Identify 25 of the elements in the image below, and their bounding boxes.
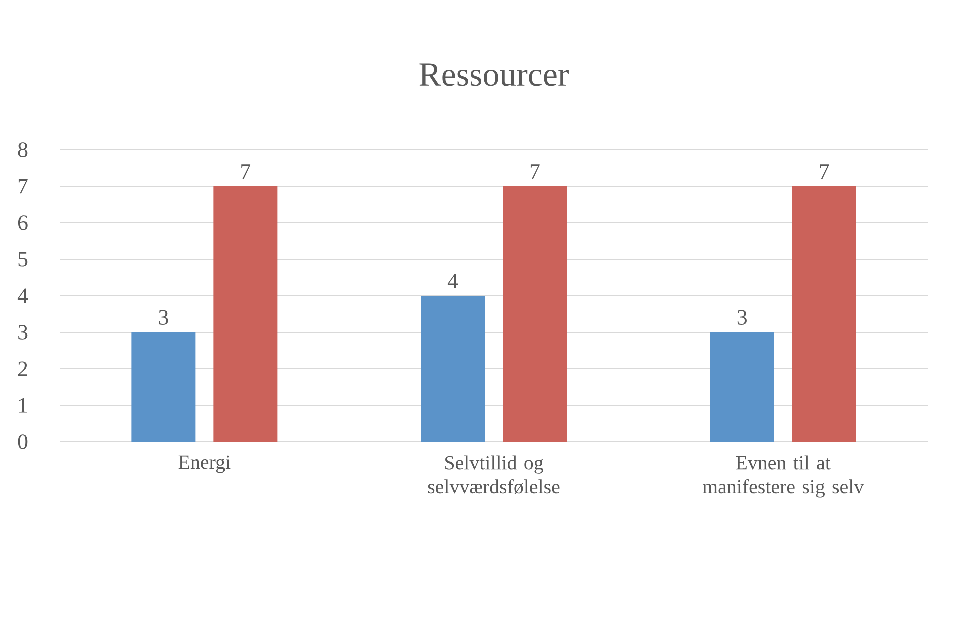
- y-tick-label: 2: [18, 362, 28, 376]
- y-tick-label: 3: [18, 325, 28, 340]
- data-label: 7: [242, 164, 251, 179]
- data-label: 4: [448, 274, 458, 288]
- bar: [503, 186, 568, 442]
- bar: [792, 186, 856, 442]
- y-tick-label: 4: [18, 288, 28, 304]
- y-tick-label: 6: [18, 216, 28, 230]
- y-tick-label: 7: [18, 179, 28, 194]
- x-tick-label: Evnen til at manifestere sig selv: [702, 456, 864, 498]
- bar: [421, 296, 486, 442]
- y-tick-label: 5: [18, 252, 28, 267]
- y-tick-label: 1: [19, 398, 28, 413]
- data-label: 3: [159, 310, 168, 325]
- bar: [214, 186, 278, 442]
- data-label: 7: [530, 164, 540, 179]
- x-tick-label: Selvtillid og selvværdsfølelse: [428, 456, 560, 494]
- y-tick-label: 8: [18, 142, 28, 158]
- x-tick-label: Energi: [178, 456, 231, 474]
- chart-title: Ressourcer: [420, 64, 569, 86]
- bar: [710, 332, 774, 442]
- data-label: 3: [738, 310, 747, 325]
- data-label: 7: [820, 164, 830, 179]
- bar: [132, 332, 196, 442]
- y-tick-label: 0: [18, 434, 28, 450]
